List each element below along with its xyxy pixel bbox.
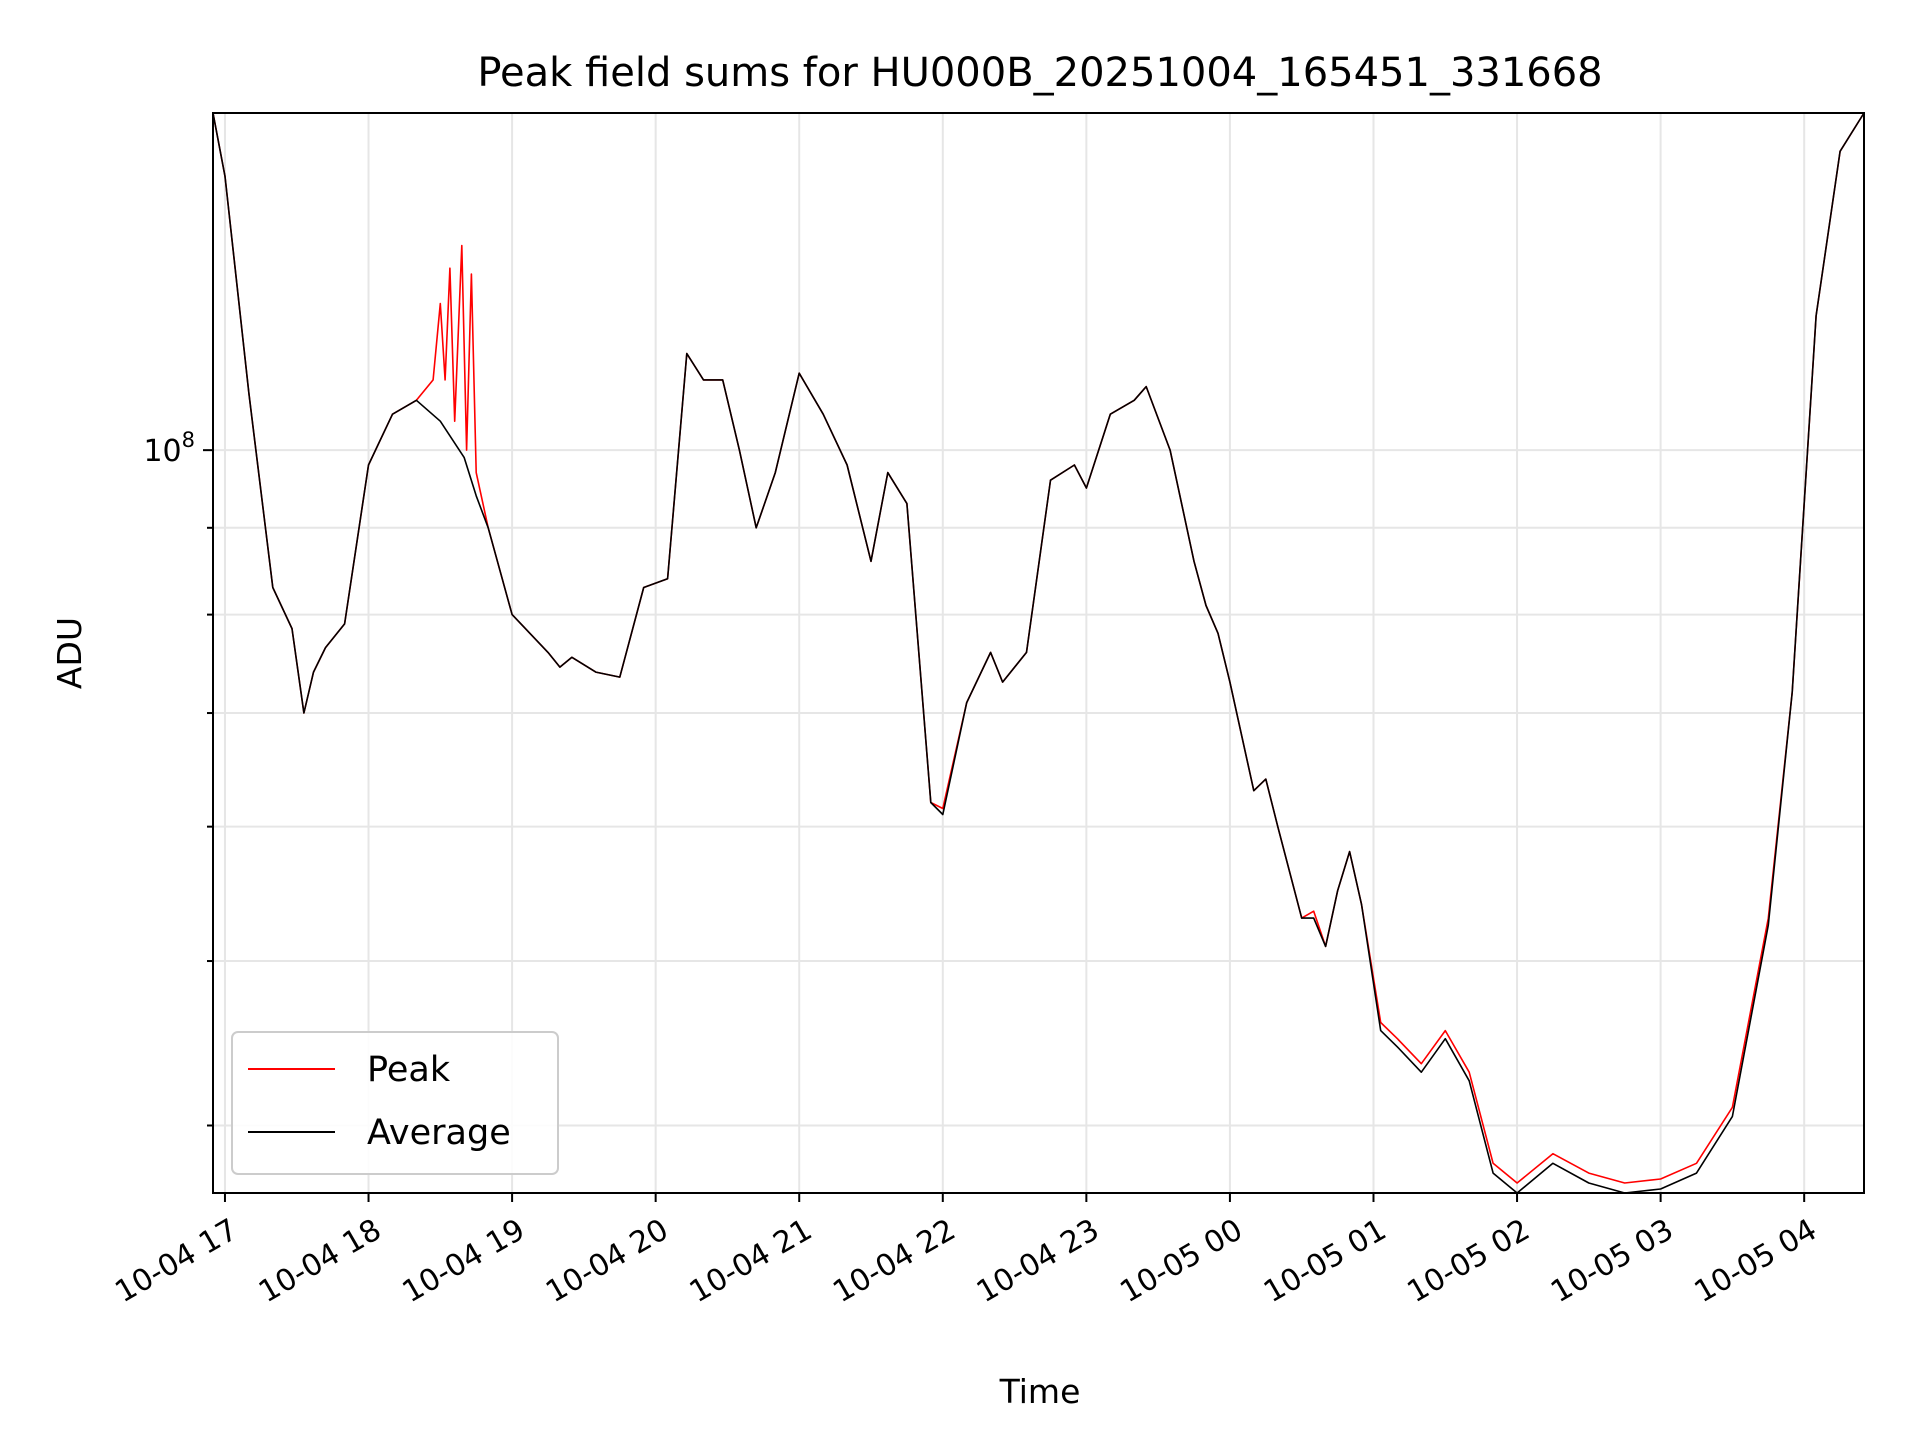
legend-box: [231, 1031, 559, 1175]
legend: Peak Average: [231, 1031, 559, 1175]
y-tick-label: 108: [143, 428, 195, 469]
grid: [213, 113, 1864, 1193]
legend-label-average: Average: [367, 1113, 511, 1153]
plot-frame: [212, 112, 1865, 1194]
series-line-peak: [212, 112, 1865, 1184]
plot-lines: [212, 112, 1865, 1194]
legend-label-peak: Peak: [367, 1050, 451, 1090]
y-axis-label: ADU: [50, 617, 89, 689]
x-axis-label: Time: [999, 1372, 1081, 1411]
chart-title: Peak field sums for HU000B_20251004_1654…: [477, 50, 1602, 96]
series-line-average: [212, 112, 1865, 1194]
